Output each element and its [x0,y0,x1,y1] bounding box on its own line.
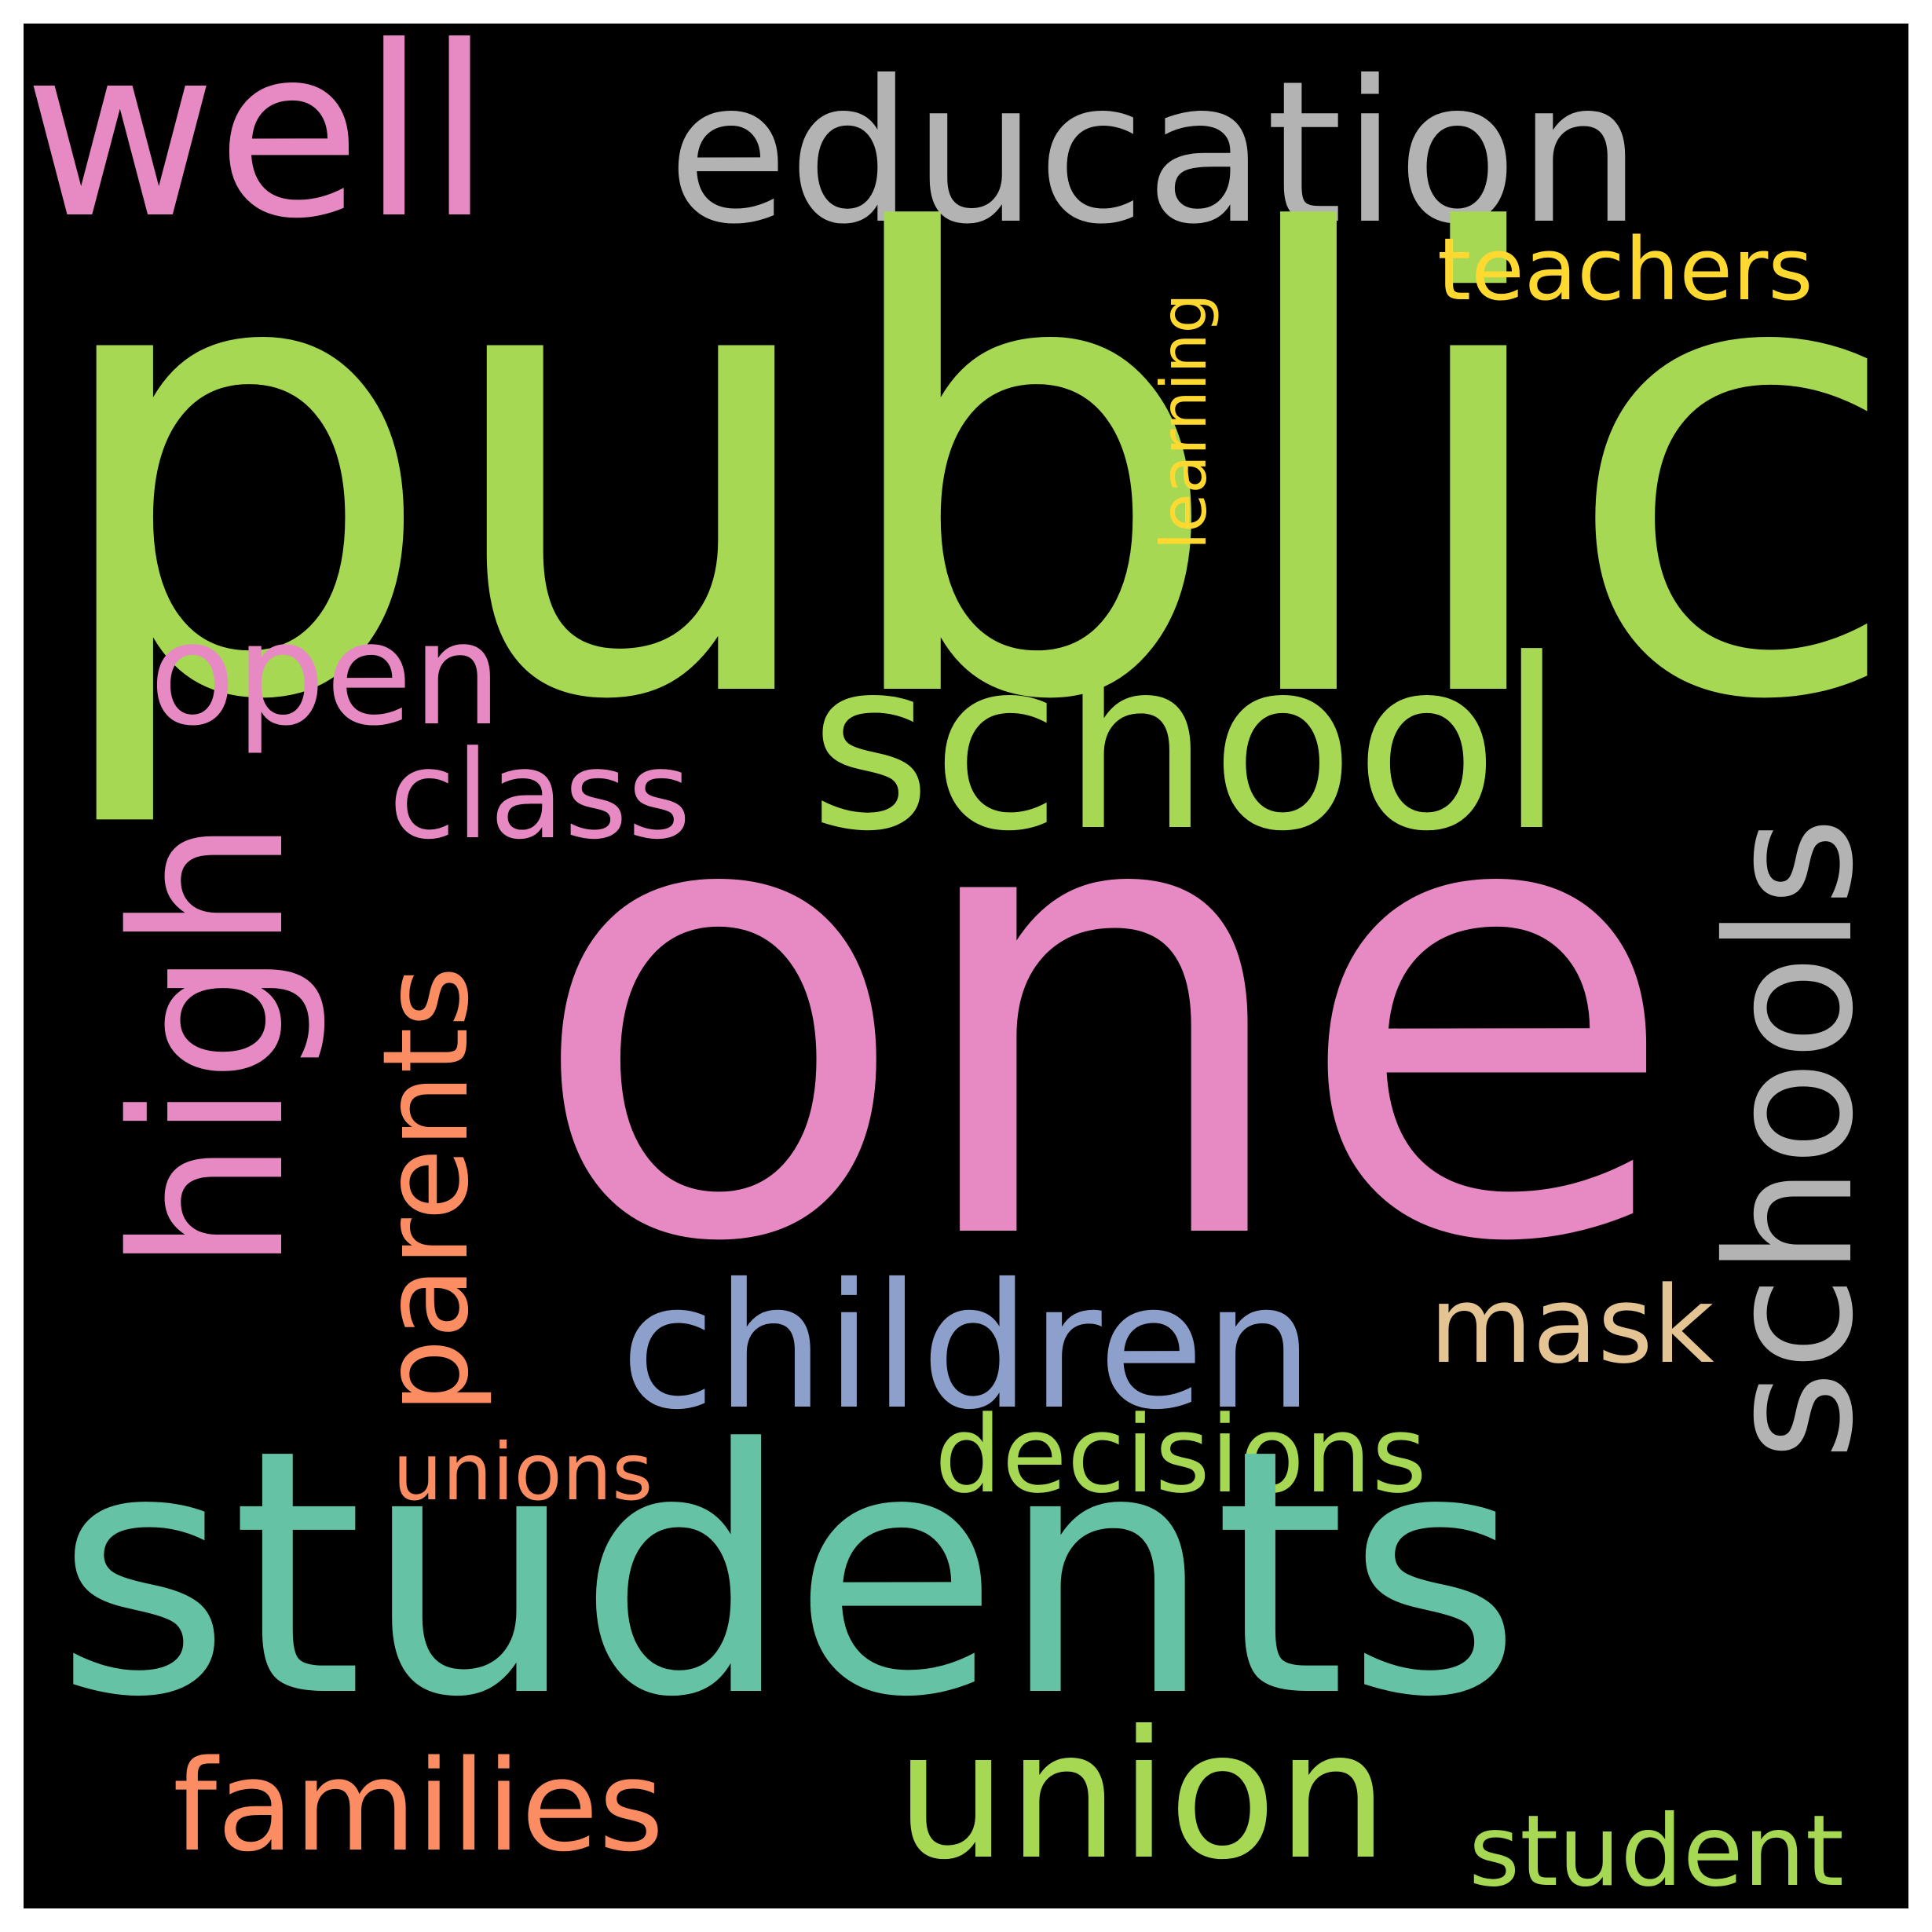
word-parents: parents [358,966,495,1414]
word-unions: unions [393,1426,653,1518]
word-one: one [526,647,1680,1379]
word-school: school [809,609,1564,883]
word-open: open [149,593,503,757]
word-mask: mask [1429,1264,1714,1387]
word-public: public [39,105,1906,837]
word-education: education [668,38,1642,267]
word-families: families [173,1733,664,1879]
word-class: class [389,724,691,866]
word-students: students [55,1378,1522,1771]
word-union: union [895,1693,1389,1899]
word-cloud-canvas: well education public teachers open scho… [24,24,1908,1908]
word-learning: learning [1147,293,1220,550]
word-high: high [89,818,331,1272]
word-teachers: teachers [1437,219,1813,320]
word-schools: schools [1690,817,1891,1461]
word-student: student [1469,1795,1844,1908]
word-decisions: decisions [935,1393,1427,1517]
word-well: well [24,24,492,270]
word-children: children [620,1246,1314,1447]
